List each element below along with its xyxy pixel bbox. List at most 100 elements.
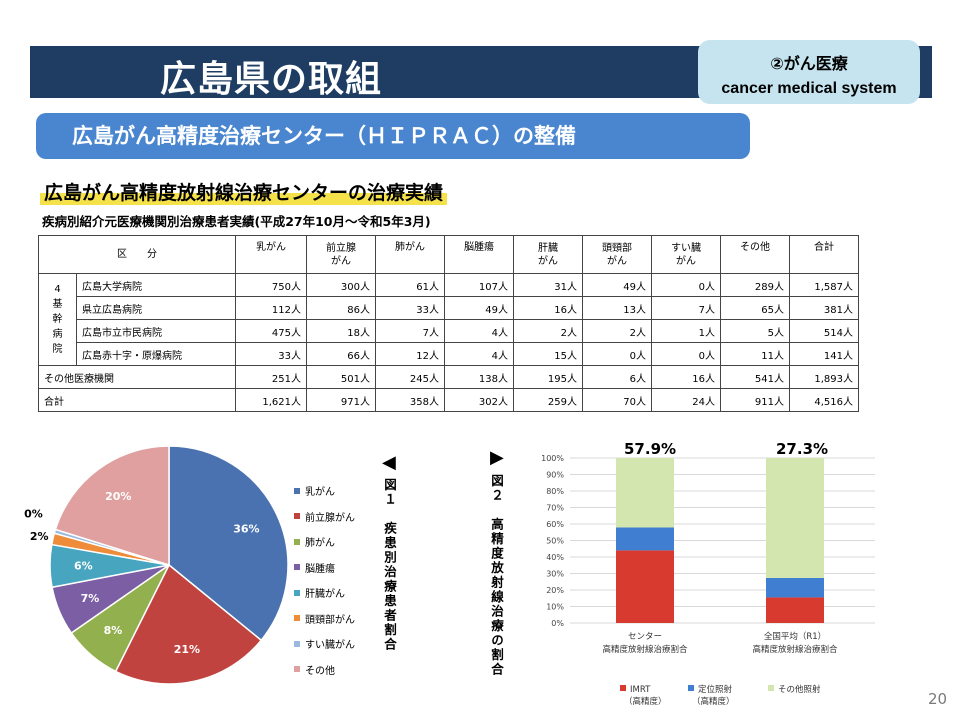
table-cell: 1,621人 [235, 388, 307, 412]
column-header: 前立腺 がん [306, 235, 376, 274]
table-cell: 514人 [789, 319, 859, 343]
table-cell: 4人 [444, 342, 514, 366]
table-cell: 33人 [375, 296, 445, 320]
bar-segment [766, 577, 824, 598]
table-cell: 86人 [306, 296, 376, 320]
table-cell: 4,516人 [789, 388, 859, 412]
legend-label: すい臓がん [305, 640, 355, 652]
pie-data-label: 6% [74, 560, 93, 573]
pie-data-label: 36% [233, 522, 259, 535]
y-tick-label: 60% [546, 520, 564, 529]
table-cell: 475人 [235, 319, 307, 343]
table-cell: 15人 [513, 342, 583, 366]
legend-item: すい臓がん [294, 631, 355, 657]
column-header: 頭頸部 がん [582, 235, 652, 274]
x-tick-label: 高精度放射線治療割合 [752, 644, 838, 655]
section-heading: 広島がん高精度放射線治療センターの治療実績 [40, 178, 448, 205]
column-header: すい臓 がん [651, 235, 721, 274]
table-cell: 0人 [651, 342, 721, 366]
table-cell: 13人 [582, 296, 652, 320]
table-cell: 11人 [720, 342, 790, 366]
legend-label: その他 [305, 665, 335, 677]
section-subheading: 疾病別紹介元医療機関別治療患者実績(平成27年10月～令和5年3月) [42, 214, 431, 229]
row-label: その他医療機関 [38, 365, 236, 389]
table-cell: 302人 [444, 388, 514, 412]
table-cell: 31人 [513, 273, 583, 297]
table-cell: 971人 [306, 388, 376, 412]
table-cell: 1人 [651, 319, 721, 343]
legend-label: 頭頸部がん [305, 614, 355, 626]
bar-segment [616, 550, 674, 623]
column-header: 合計 [789, 235, 859, 274]
table-cell: 358人 [375, 388, 445, 412]
bar-segment [766, 458, 824, 578]
row-label: 広島大学病院 [76, 273, 236, 297]
legend-label: 前立腺がん [305, 512, 355, 524]
table-cell: 259人 [513, 388, 583, 412]
table-row: 広島市立市民病院 475人 18人 7人 4人 2人 2人 1人 5人 514人 [39, 319, 859, 343]
legend-swatch [294, 513, 300, 520]
legend-label: IMRT [630, 685, 651, 695]
table-cell: 107人 [444, 273, 514, 297]
legend-label: 肝臓がん [305, 589, 345, 601]
legend-label: 肺がん [305, 538, 335, 550]
y-tick-label: 0% [551, 619, 564, 628]
bar-segment [616, 458, 674, 528]
y-tick-label: 90% [546, 471, 564, 480]
table-row: 4 基幹病院広島大学病院 750人 300人 61人 107人 31人 49人 0人 289人 1,… [38, 273, 859, 366]
pie-slice-2 [114, 563, 263, 685]
center-top-label: 57.9% [624, 440, 677, 458]
x-tick-label: 高精度放射線治療割合 [602, 644, 688, 655]
table-cell: 16人 [651, 365, 721, 389]
legend-item: 乳がん [294, 478, 355, 504]
arrow-left-icon: ◀ [382, 452, 396, 473]
pie-legend: 乳がん 前立腺がん 肺がん 脳腫瘍 肝臓がん 頭頸部がん すい臓がん その他 [294, 478, 355, 682]
table-cell: 911人 [720, 388, 790, 412]
pie-chart: 36% 21% 8% 7% 6% 2% 0% 20% [24, 445, 289, 685]
table-cell: 4人 [444, 319, 514, 343]
y-tick-label: 80% [546, 487, 564, 496]
column-header: 脳腫瘍 [444, 235, 514, 274]
pie-slice-8 [54, 445, 170, 567]
legend-swatch [688, 685, 694, 691]
category-badge: ②がん医療 cancer medical system [698, 40, 920, 104]
y-tick-label: 50% [546, 537, 564, 546]
table-cell: 33人 [235, 342, 307, 366]
table-cell: 65人 [720, 296, 790, 320]
legend-swatch [294, 487, 300, 494]
table-cell: 49人 [444, 296, 514, 320]
table-cell: 138人 [444, 365, 514, 389]
page-title: 広島県の取組 [160, 59, 383, 100]
column-header: 乳がん [235, 235, 307, 274]
x-tick-label: センター [628, 632, 662, 642]
table-cell: 6人 [582, 365, 652, 389]
stacked-bar-chart: 0% 10% 20% 30% 40% 50% 60% 70% 80% 90% 100% センター高精度… [541, 454, 875, 707]
fig2-caption: 図２ 高精度放射線治療の割合 [489, 474, 504, 677]
table-cell: 2人 [513, 319, 583, 343]
legend-label: 定位照射 [698, 684, 733, 695]
table-header-row: 区 分乳がん 前立腺 がん 肺がん 脳腫瘍 肝臓 がん 頭頸部 がん すい臓 がん その他 合計 [38, 235, 859, 274]
legend-swatch [294, 538, 300, 545]
pie-data-label: 20% [105, 490, 131, 503]
page-number: 20 [928, 690, 948, 708]
row-label: 広島市立市民病院 [76, 319, 236, 343]
legend-item: その他 [294, 657, 355, 683]
table-cell: 541人 [720, 365, 790, 389]
table-cell: 289人 [720, 273, 790, 297]
legend-label: （高精度） [624, 696, 667, 707]
y-tick-label: 70% [546, 504, 564, 513]
legend-swatch [620, 685, 626, 691]
legend-swatch [294, 589, 300, 596]
legend-swatch [294, 640, 300, 647]
patients-table: 区 分乳がん 前立腺 がん 肺がん 脳腫瘍 肝臓 がん 頭頸部 がん すい臓 がん その他 合計 4 基幹病… [38, 235, 859, 412]
subtitle-bar: 広島がん高精度治療センター（ＨＩＰＲＡＣ）の整備 [36, 113, 750, 159]
table-cell: 0人 [582, 342, 652, 366]
table-corner: 区 分 [38, 235, 236, 274]
table-cell: 18人 [306, 319, 376, 343]
y-tick-label: 100% [541, 454, 564, 463]
table-cell: 2人 [582, 319, 652, 343]
row-label: 広島赤十字・原爆病院 [76, 342, 236, 366]
pie-slice-1 [168, 445, 289, 642]
table-cell: 0人 [651, 273, 721, 297]
